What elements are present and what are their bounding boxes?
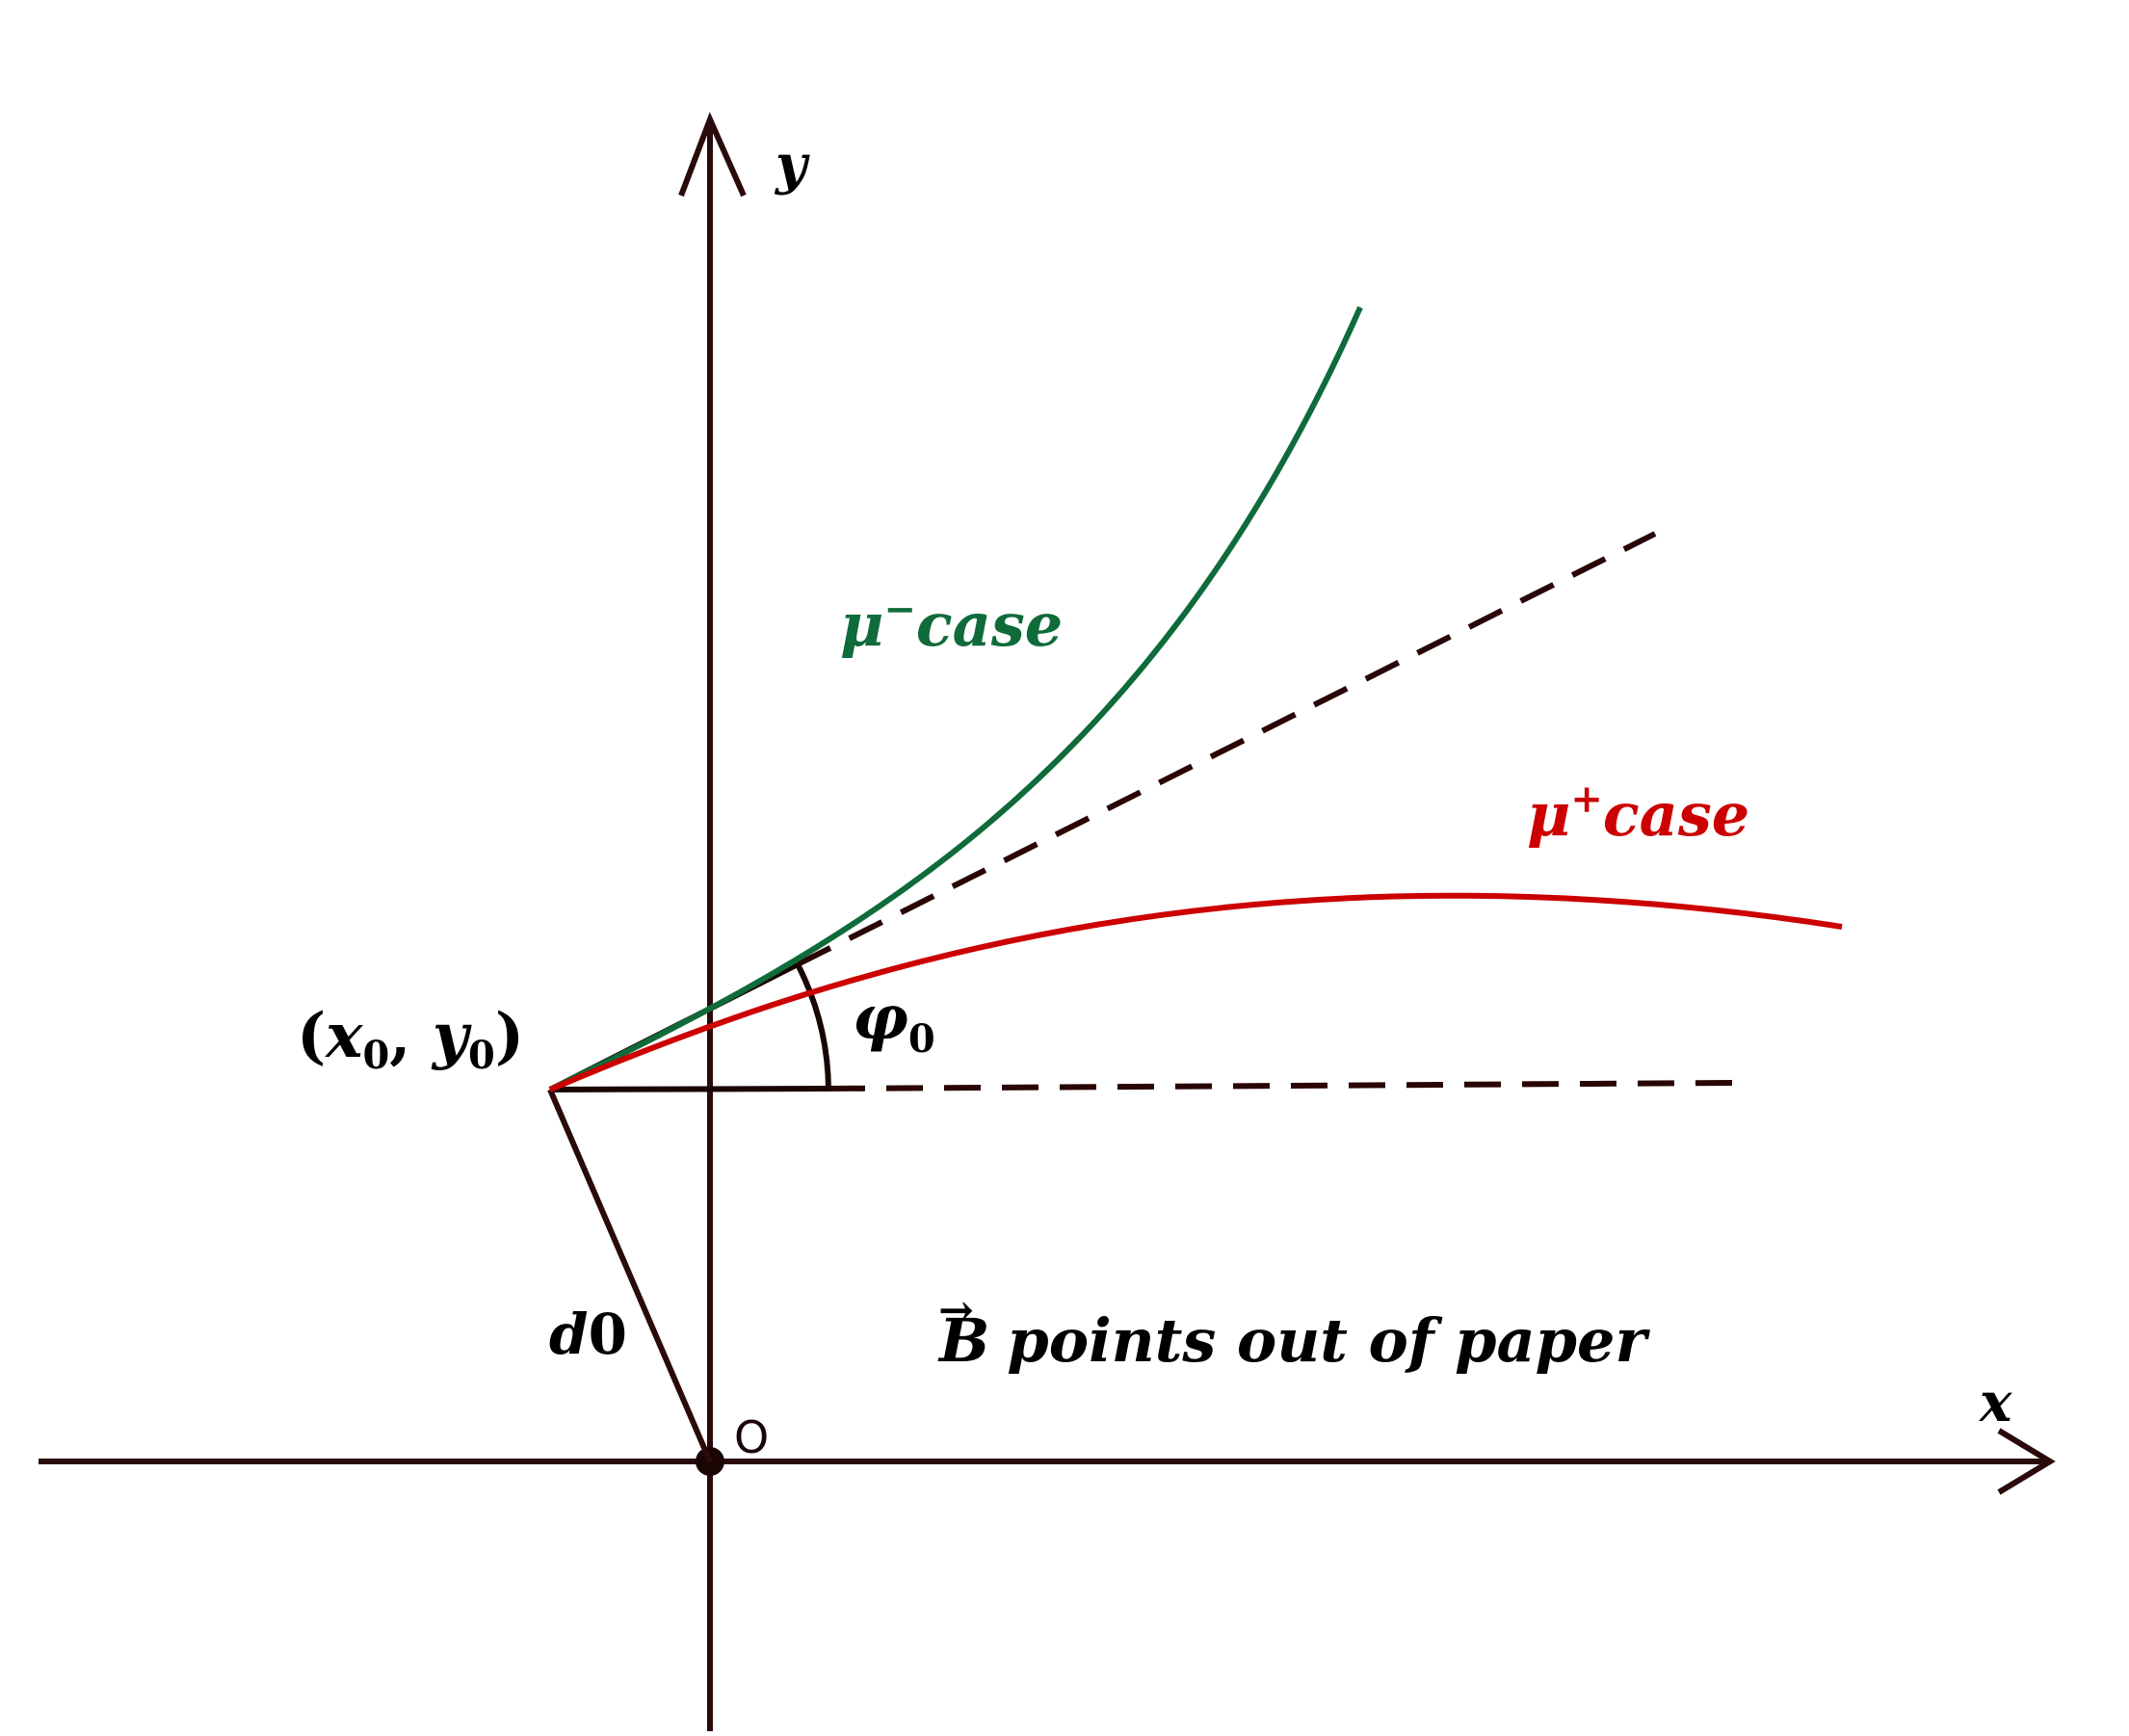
start-point-close-paren: ): [495, 1000, 524, 1072]
mu-plus-symbol: μ: [1527, 779, 1570, 850]
angle-subscript: 0: [908, 1016, 935, 1062]
start-point-comma: ,: [389, 1000, 433, 1072]
origin-label: O: [734, 1411, 769, 1463]
start-point-x: x: [324, 1000, 363, 1072]
y-axis-label: y: [774, 133, 810, 197]
reference-line-dashed: [828, 1080, 1740, 1092]
y-axis-arrowhead: [678, 112, 747, 197]
start-point-y-subscript: 0: [468, 1033, 495, 1078]
start-point-label: (x0, y0): [297, 1000, 524, 1078]
y-axis: [678, 112, 747, 1731]
x-axis-label: x: [1979, 1371, 2012, 1434]
impact-parameter-label: d0: [549, 1302, 627, 1367]
mu-minus-superscript: −: [883, 587, 916, 632]
mu-minus-word: case: [916, 590, 1063, 660]
impact-parameter-line: [547, 1088, 713, 1463]
start-point-y: y: [431, 1000, 472, 1072]
mu-plus-word: case: [1603, 779, 1749, 850]
angle-label: φ0: [853, 982, 935, 1062]
start-point-open-paren: (: [297, 1000, 326, 1072]
start-point-x-subscript: 0: [362, 1033, 389, 1078]
x-axis: [39, 1428, 2056, 1495]
mu-plus-trajectory: [548, 892, 1843, 1092]
impact-parameter-d: d: [549, 1302, 589, 1367]
mu-plus-label: μ+case: [1527, 776, 1749, 850]
tangent-line-dashed: [796, 531, 1657, 967]
angle-arc: [795, 962, 831, 1090]
impact-parameter-zero: 0: [589, 1302, 627, 1367]
mu-plus-superscript: +: [1570, 776, 1603, 822]
field-vector-arrow: →: [938, 1286, 974, 1335]
x-axis-arrowhead: [1997, 1428, 2056, 1495]
mu-minus-label: μ−case: [840, 587, 1063, 660]
mu-minus-symbol: μ: [840, 590, 883, 660]
mu-minus-trajectory: [548, 305, 1363, 1092]
field-note-text: points out of paper: [1007, 1305, 1650, 1376]
angle-symbol: φ: [853, 982, 908, 1054]
reference-line-solid: [549, 1086, 829, 1092]
field-vector-symbol: B: [937, 1305, 989, 1376]
